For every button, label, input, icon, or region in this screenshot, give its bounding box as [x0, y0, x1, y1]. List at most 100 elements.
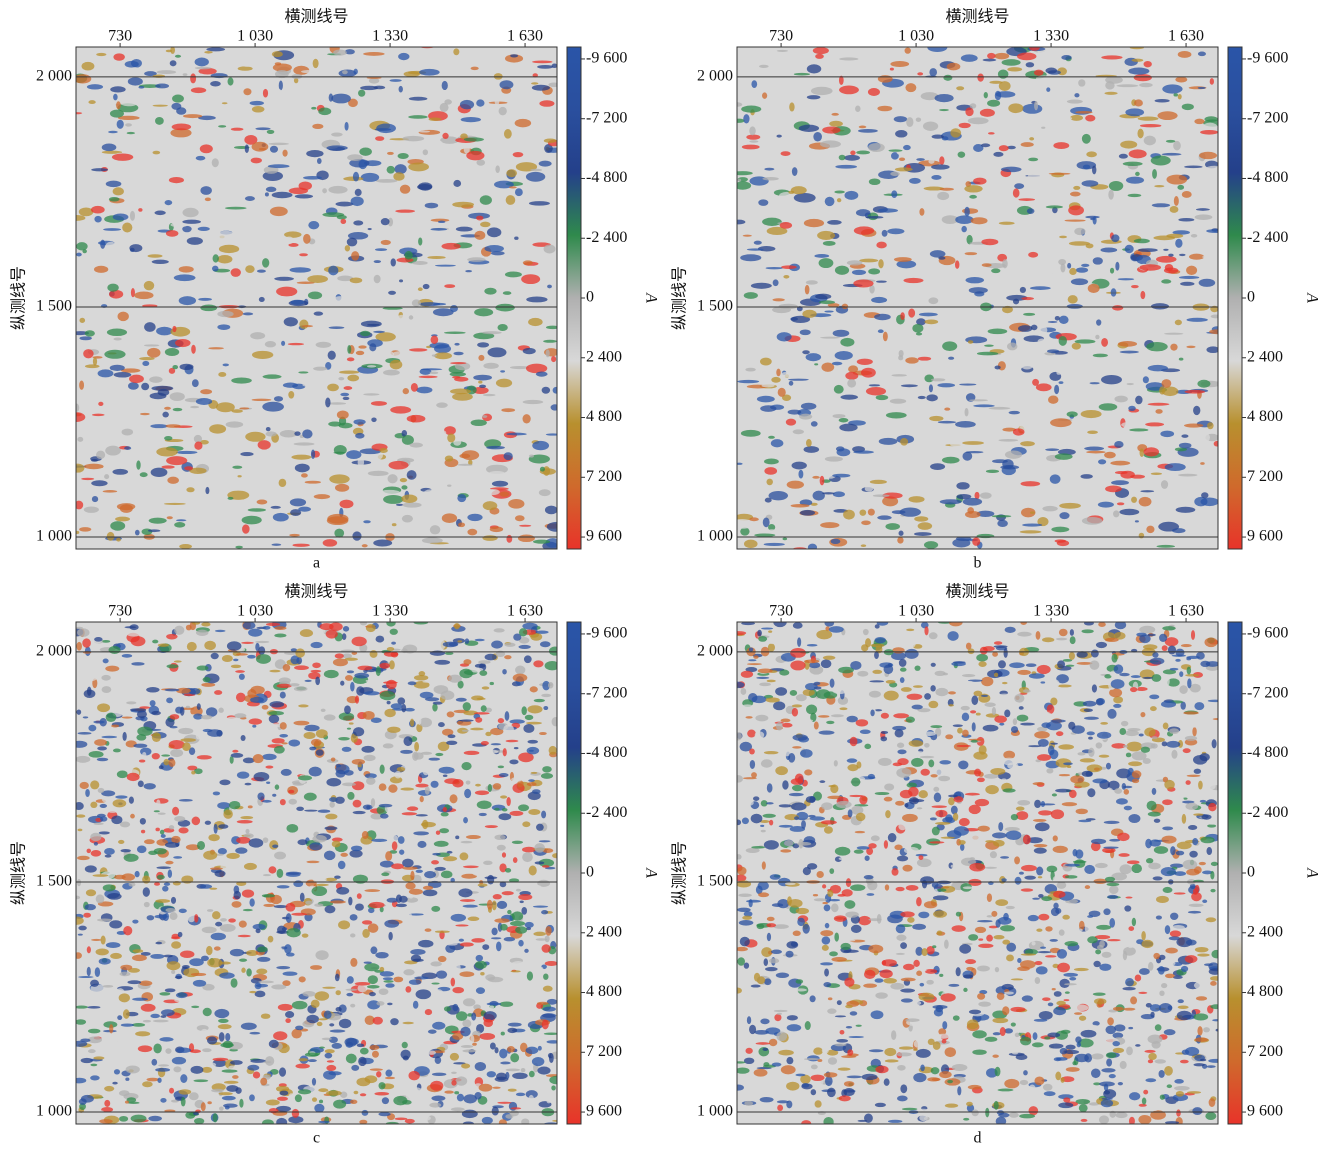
texture-blob [547, 1040, 561, 1043]
texture-blob [933, 910, 947, 917]
texture-blob [1181, 644, 1192, 647]
texture-blob [247, 655, 256, 659]
texture-blob [822, 902, 828, 904]
texture-blob [248, 508, 266, 511]
texture-blob [358, 345, 366, 348]
texture-blob [361, 425, 380, 428]
texture-blob [1006, 906, 1015, 909]
texture-blob [531, 82, 538, 84]
texture-blob [859, 259, 878, 263]
texture-blob [171, 897, 176, 904]
texture-blob [482, 331, 502, 334]
texture-blob [970, 832, 983, 841]
texture-blob [277, 1097, 288, 1101]
texture-blob [207, 1036, 217, 1044]
texture-blob [790, 690, 797, 696]
texture-blob [451, 978, 455, 987]
texture-blob [800, 510, 815, 516]
texture-blob [274, 277, 294, 281]
texture-blob [783, 275, 789, 279]
texture-blob [888, 1120, 902, 1123]
texture-blob [71, 112, 82, 114]
texture-blob [789, 793, 804, 796]
texture-blob [262, 754, 276, 760]
texture-blob [118, 840, 124, 844]
texture-blob [165, 908, 175, 912]
texture-blob [387, 727, 400, 733]
texture-blob [937, 383, 955, 387]
texture-blob [165, 842, 180, 848]
texture-blob [187, 237, 203, 245]
texture-blob [265, 431, 276, 436]
texture-blob [247, 1065, 259, 1071]
texture-blob [176, 992, 188, 998]
texture-blob [959, 123, 971, 128]
texture-blob [506, 1069, 521, 1072]
texture-blob [510, 54, 518, 57]
texture-blob [447, 992, 456, 997]
texture-blob [1151, 1102, 1159, 1111]
texture-blob [1139, 1104, 1147, 1107]
texture-blob [749, 140, 758, 143]
texture-blob [551, 404, 560, 410]
texture-blob [1188, 825, 1197, 830]
texture-blob [527, 270, 531, 274]
texture-blob [169, 1088, 174, 1094]
texture-blob [78, 732, 92, 735]
texture-blob [214, 870, 225, 877]
texture-blob [528, 779, 534, 782]
texture-blob [959, 944, 971, 954]
texture-blob [294, 442, 315, 445]
texture-blob [819, 731, 835, 735]
texture-blob [1068, 295, 1078, 303]
texture-blob [935, 810, 947, 817]
texture-blob [1175, 320, 1182, 326]
texture-blob [1176, 797, 1184, 802]
texture-blob [965, 252, 977, 255]
texture-blob [72, 741, 88, 748]
texture-blob [212, 1058, 228, 1061]
texture-blob [858, 129, 878, 133]
texture-blob [1079, 1104, 1088, 1112]
texture-blob [878, 208, 898, 212]
texture-blob [515, 463, 535, 468]
texture-blob [447, 433, 455, 442]
texture-blob [296, 807, 304, 811]
texture-blob [159, 765, 164, 769]
texture-blob [545, 961, 558, 966]
texture-blob [857, 671, 868, 677]
texture-blob [135, 871, 140, 877]
texture-blob [262, 258, 269, 267]
texture-blob [992, 515, 1012, 518]
texture-blob [773, 701, 785, 710]
texture-blob [381, 61, 402, 64]
texture-blob [289, 683, 299, 686]
texture-blob [399, 86, 403, 93]
texture-blob [198, 298, 212, 301]
texture-blob [212, 266, 218, 272]
texture-blob [1194, 702, 1204, 710]
texture-blob [500, 80, 514, 89]
texture-blob [1090, 660, 1100, 670]
texture-blob [939, 156, 944, 165]
texture-blob [226, 421, 244, 427]
texture-blob [1187, 1091, 1201, 1094]
texture-blob [156, 447, 178, 456]
texture-blob [160, 830, 165, 835]
texture-blob [490, 682, 494, 685]
texture-blob [329, 326, 345, 329]
texture-blob [429, 342, 449, 348]
texture-blob [825, 197, 835, 206]
texture-blob [776, 722, 783, 731]
texture-blob [900, 507, 921, 516]
texture-blob [500, 924, 508, 931]
texture-blob [359, 160, 368, 169]
texture-blob [1208, 803, 1216, 811]
texture-blob [769, 1039, 777, 1046]
texture-blob [345, 675, 353, 681]
texture-blob [73, 1078, 86, 1084]
texture-blob [939, 109, 949, 111]
texture-blob [1144, 61, 1152, 67]
texture-blob [983, 725, 999, 732]
texture-blob [266, 623, 280, 626]
